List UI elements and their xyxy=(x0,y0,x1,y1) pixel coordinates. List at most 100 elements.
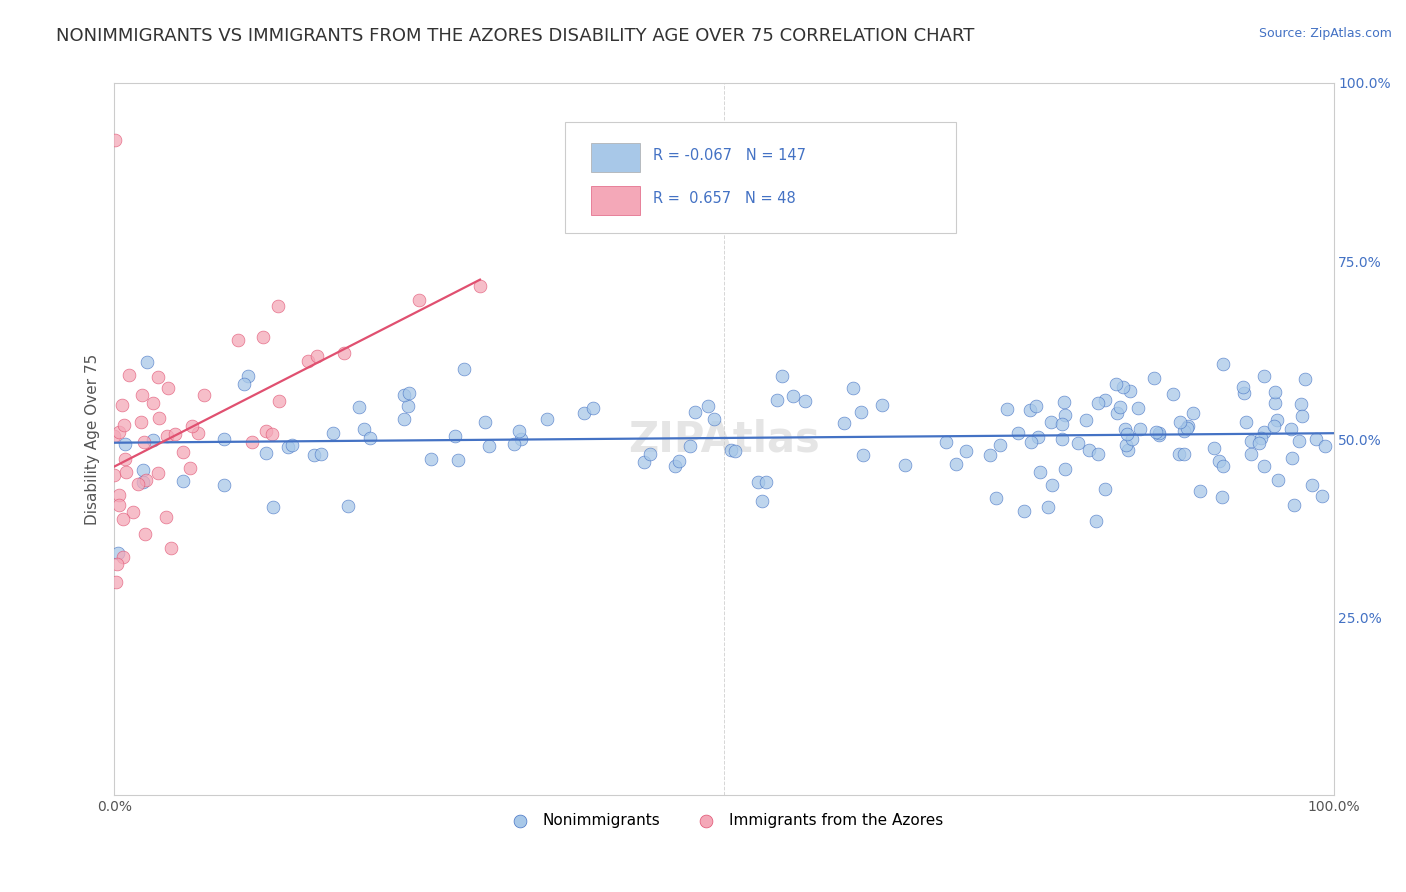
Point xyxy=(766,392,789,407)
Text: NONIMMIGRANTS VS IMMIGRANTS FROM THE AZORES DISABILITY AGE OVER 75 CORRELATION C: NONIMMIGRANTS VS IMMIGRANTS FROM THE AZO… xyxy=(56,27,974,45)
Point xyxy=(132,435,155,450)
Point xyxy=(1264,395,1286,409)
Point xyxy=(1305,432,1327,446)
Point xyxy=(1126,401,1149,416)
Point xyxy=(112,511,135,525)
Point xyxy=(1182,406,1205,420)
Point xyxy=(995,402,1018,417)
Point xyxy=(226,333,249,347)
Point xyxy=(1121,432,1143,446)
Point xyxy=(1074,413,1097,427)
Point xyxy=(267,393,290,408)
Point xyxy=(1212,357,1234,371)
Point xyxy=(1012,504,1035,518)
Point xyxy=(1234,416,1257,430)
Point xyxy=(333,346,356,360)
Point xyxy=(1115,438,1137,452)
Point xyxy=(142,434,165,448)
Point xyxy=(782,389,804,403)
Point xyxy=(1288,434,1310,449)
Point xyxy=(508,424,530,438)
Point xyxy=(1289,397,1312,411)
Point xyxy=(103,467,125,482)
Point xyxy=(114,436,136,450)
Point xyxy=(1087,447,1109,461)
Point xyxy=(683,405,706,419)
Point xyxy=(633,455,655,469)
Point xyxy=(107,425,129,439)
Point xyxy=(696,399,718,413)
Point xyxy=(1232,380,1254,394)
Point xyxy=(870,398,893,412)
Point xyxy=(112,418,135,433)
Point xyxy=(703,412,725,426)
Point xyxy=(1147,426,1170,441)
Point xyxy=(1233,386,1256,401)
Point xyxy=(193,388,215,402)
Point xyxy=(1036,500,1059,515)
Point xyxy=(148,410,170,425)
Point xyxy=(277,440,299,454)
Point xyxy=(1212,459,1234,474)
Point xyxy=(262,500,284,515)
Text: R =  0.657   N = 48: R = 0.657 N = 48 xyxy=(654,191,796,206)
Point xyxy=(582,401,605,415)
Point xyxy=(134,527,156,541)
Point xyxy=(155,509,177,524)
Point xyxy=(1019,402,1042,417)
Point xyxy=(1294,372,1316,386)
Point xyxy=(1253,368,1275,383)
Point xyxy=(1310,489,1333,503)
Point xyxy=(1007,425,1029,440)
Point xyxy=(1128,422,1150,436)
Point xyxy=(179,460,201,475)
Point xyxy=(1040,415,1063,429)
Point xyxy=(1175,421,1198,435)
Point xyxy=(935,434,957,449)
Point xyxy=(267,299,290,313)
Point xyxy=(212,478,235,492)
Point xyxy=(1054,462,1077,476)
Point xyxy=(1240,434,1263,448)
Point xyxy=(1284,498,1306,512)
Point xyxy=(146,369,169,384)
Point xyxy=(478,439,501,453)
Legend: Nonimmigrants, Immigrants from the Azores: Nonimmigrants, Immigrants from the Azore… xyxy=(498,807,949,834)
Point xyxy=(1078,442,1101,457)
Point xyxy=(121,505,143,519)
Point xyxy=(1118,384,1140,398)
Point xyxy=(142,395,165,409)
Point xyxy=(349,400,371,414)
Point xyxy=(1267,473,1289,487)
Point xyxy=(832,416,855,430)
Point xyxy=(1173,447,1195,461)
Point xyxy=(1019,435,1042,450)
Point xyxy=(337,499,360,513)
Point xyxy=(1240,447,1263,461)
Point xyxy=(1087,396,1109,410)
Point xyxy=(302,449,325,463)
Point xyxy=(105,557,128,571)
Point xyxy=(453,361,475,376)
Point xyxy=(297,353,319,368)
Point xyxy=(664,459,686,474)
Point xyxy=(398,385,420,400)
Point xyxy=(1067,435,1090,450)
Point xyxy=(1147,428,1170,442)
Point xyxy=(1109,400,1132,414)
Point xyxy=(1094,393,1116,408)
Point xyxy=(135,473,157,487)
Point xyxy=(103,428,125,442)
Point xyxy=(640,447,662,461)
Point xyxy=(447,453,470,467)
Point xyxy=(945,457,967,471)
FancyBboxPatch shape xyxy=(591,144,640,172)
Point xyxy=(1253,425,1275,439)
Point xyxy=(842,381,865,395)
Point xyxy=(1053,394,1076,409)
Point xyxy=(132,463,155,477)
Point xyxy=(1104,376,1126,391)
Point xyxy=(254,424,277,438)
Point xyxy=(111,550,134,565)
Point xyxy=(236,369,259,384)
